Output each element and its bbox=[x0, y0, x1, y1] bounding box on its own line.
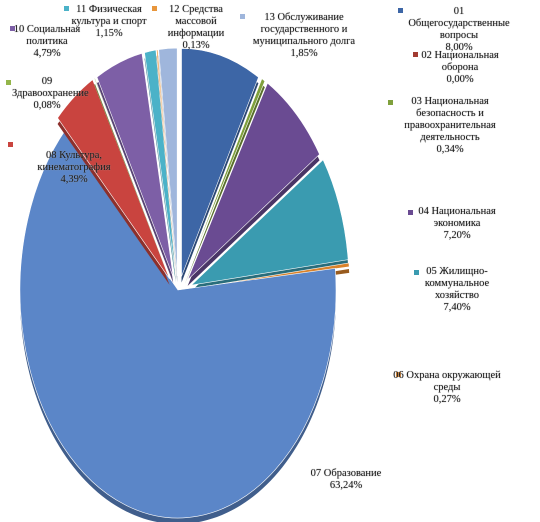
label-06-pct: 0,27% bbox=[433, 394, 461, 405]
label-marker-10 bbox=[10, 26, 15, 31]
label-05-name: 05 Жилищно-коммунальное хозяйство bbox=[424, 266, 490, 301]
label-marker-12 bbox=[152, 6, 157, 11]
label-10: 10 Социальная политика 4,79% bbox=[12, 24, 82, 60]
label-marker-08 bbox=[8, 142, 13, 147]
label-marker-13 bbox=[240, 14, 245, 19]
label-04-pct: 7,20% bbox=[443, 230, 471, 241]
slice-03-depth bbox=[184, 84, 265, 284]
label-marker-04 bbox=[408, 210, 413, 215]
slice-09-depth bbox=[94, 84, 172, 284]
slice-01 bbox=[181, 48, 259, 277]
label-03-pct: 0,34% bbox=[436, 144, 464, 155]
label-marker-03 bbox=[388, 100, 393, 105]
slice-10 bbox=[96, 52, 174, 277]
label-01-name: 01 Общегосударственные вопросы bbox=[408, 6, 510, 41]
slice-07 bbox=[19, 128, 337, 519]
label-07-name: 07 Образование bbox=[310, 468, 382, 479]
label-07-pct: 63,24% bbox=[329, 480, 363, 491]
label-13-pct: 1,85% bbox=[290, 48, 318, 59]
label-02-name: 02 Национальная оборона bbox=[421, 50, 499, 73]
label-09-name: 09 Здравоохранение bbox=[12, 76, 89, 99]
label-06-name: 06 Охрана окружающей среды bbox=[393, 370, 501, 393]
label-08-pct: 4,39% bbox=[60, 174, 88, 185]
label-marker-09 bbox=[6, 80, 11, 85]
label-11-pct: 1,15% bbox=[95, 28, 123, 39]
label-04: 04 Национальная экономика 7,20% bbox=[412, 206, 502, 242]
label-03: 03 Национальная безопасность и правоохра… bbox=[394, 96, 506, 156]
label-09-pct: 0,08% bbox=[33, 100, 61, 111]
label-06: 06 Охрана окружающей среды 0,27% bbox=[392, 370, 502, 406]
label-12: 12 Средства массовой информации 0,13% bbox=[156, 4, 236, 52]
label-09: 09 Здравоохранение 0,08% bbox=[12, 76, 89, 112]
slice-11 bbox=[144, 49, 177, 277]
label-13: 13 Обслуживание государственного и муниц… bbox=[244, 12, 364, 60]
label-04-name: 04 Национальная экономика bbox=[418, 206, 496, 229]
label-01-pct: 8,00% bbox=[445, 42, 473, 53]
label-02: 02 Национальная оборона 0,00% bbox=[420, 50, 500, 86]
label-10-pct: 4,79% bbox=[33, 48, 61, 59]
slice-11-depth bbox=[144, 55, 176, 283]
slice-03 bbox=[184, 78, 266, 278]
label-marker-11 bbox=[64, 6, 69, 11]
slice-05 bbox=[190, 159, 349, 286]
label-08-name: 08 Культура, кинематография bbox=[37, 150, 111, 173]
label-02-pct: 0,00% bbox=[446, 74, 474, 85]
label-12-name: 12 Средства массовой информации bbox=[167, 4, 225, 39]
label-marker-01 bbox=[398, 8, 403, 13]
slice-13 bbox=[158, 47, 178, 277]
label-01: 01 Общегосударственные вопросы 8,00% bbox=[404, 6, 514, 54]
label-05: 05 Жилищно-коммунальное хозяйство 7,40% bbox=[412, 266, 502, 314]
label-03-name: 03 Национальная безопасность и правоохра… bbox=[404, 96, 496, 143]
label-11: 11 Физическая культура и спорт 1,15% bbox=[68, 4, 150, 40]
label-08: 08 Культура, кинематография 4,39% bbox=[14, 150, 134, 186]
label-07: 07 Образование 63,24% bbox=[296, 468, 396, 492]
label-marker-05 bbox=[414, 270, 419, 275]
slice-12 bbox=[156, 49, 177, 277]
label-12-pct: 0,13% bbox=[182, 40, 210, 51]
label-marker-06 bbox=[396, 372, 401, 377]
label-11-name: 11 Физическая культура и спорт bbox=[71, 4, 147, 27]
slice-04 bbox=[187, 82, 320, 281]
slice-06 bbox=[191, 262, 350, 289]
label-marker-02 bbox=[413, 52, 418, 57]
label-13-name: 13 Обслуживание государственного и муниц… bbox=[252, 12, 356, 47]
slice-12-depth bbox=[156, 55, 177, 283]
slice-09 bbox=[93, 77, 172, 278]
label-05-pct: 7,40% bbox=[443, 302, 471, 313]
label-10-name: 10 Социальная политика bbox=[13, 24, 81, 47]
slice-08 bbox=[57, 79, 170, 280]
